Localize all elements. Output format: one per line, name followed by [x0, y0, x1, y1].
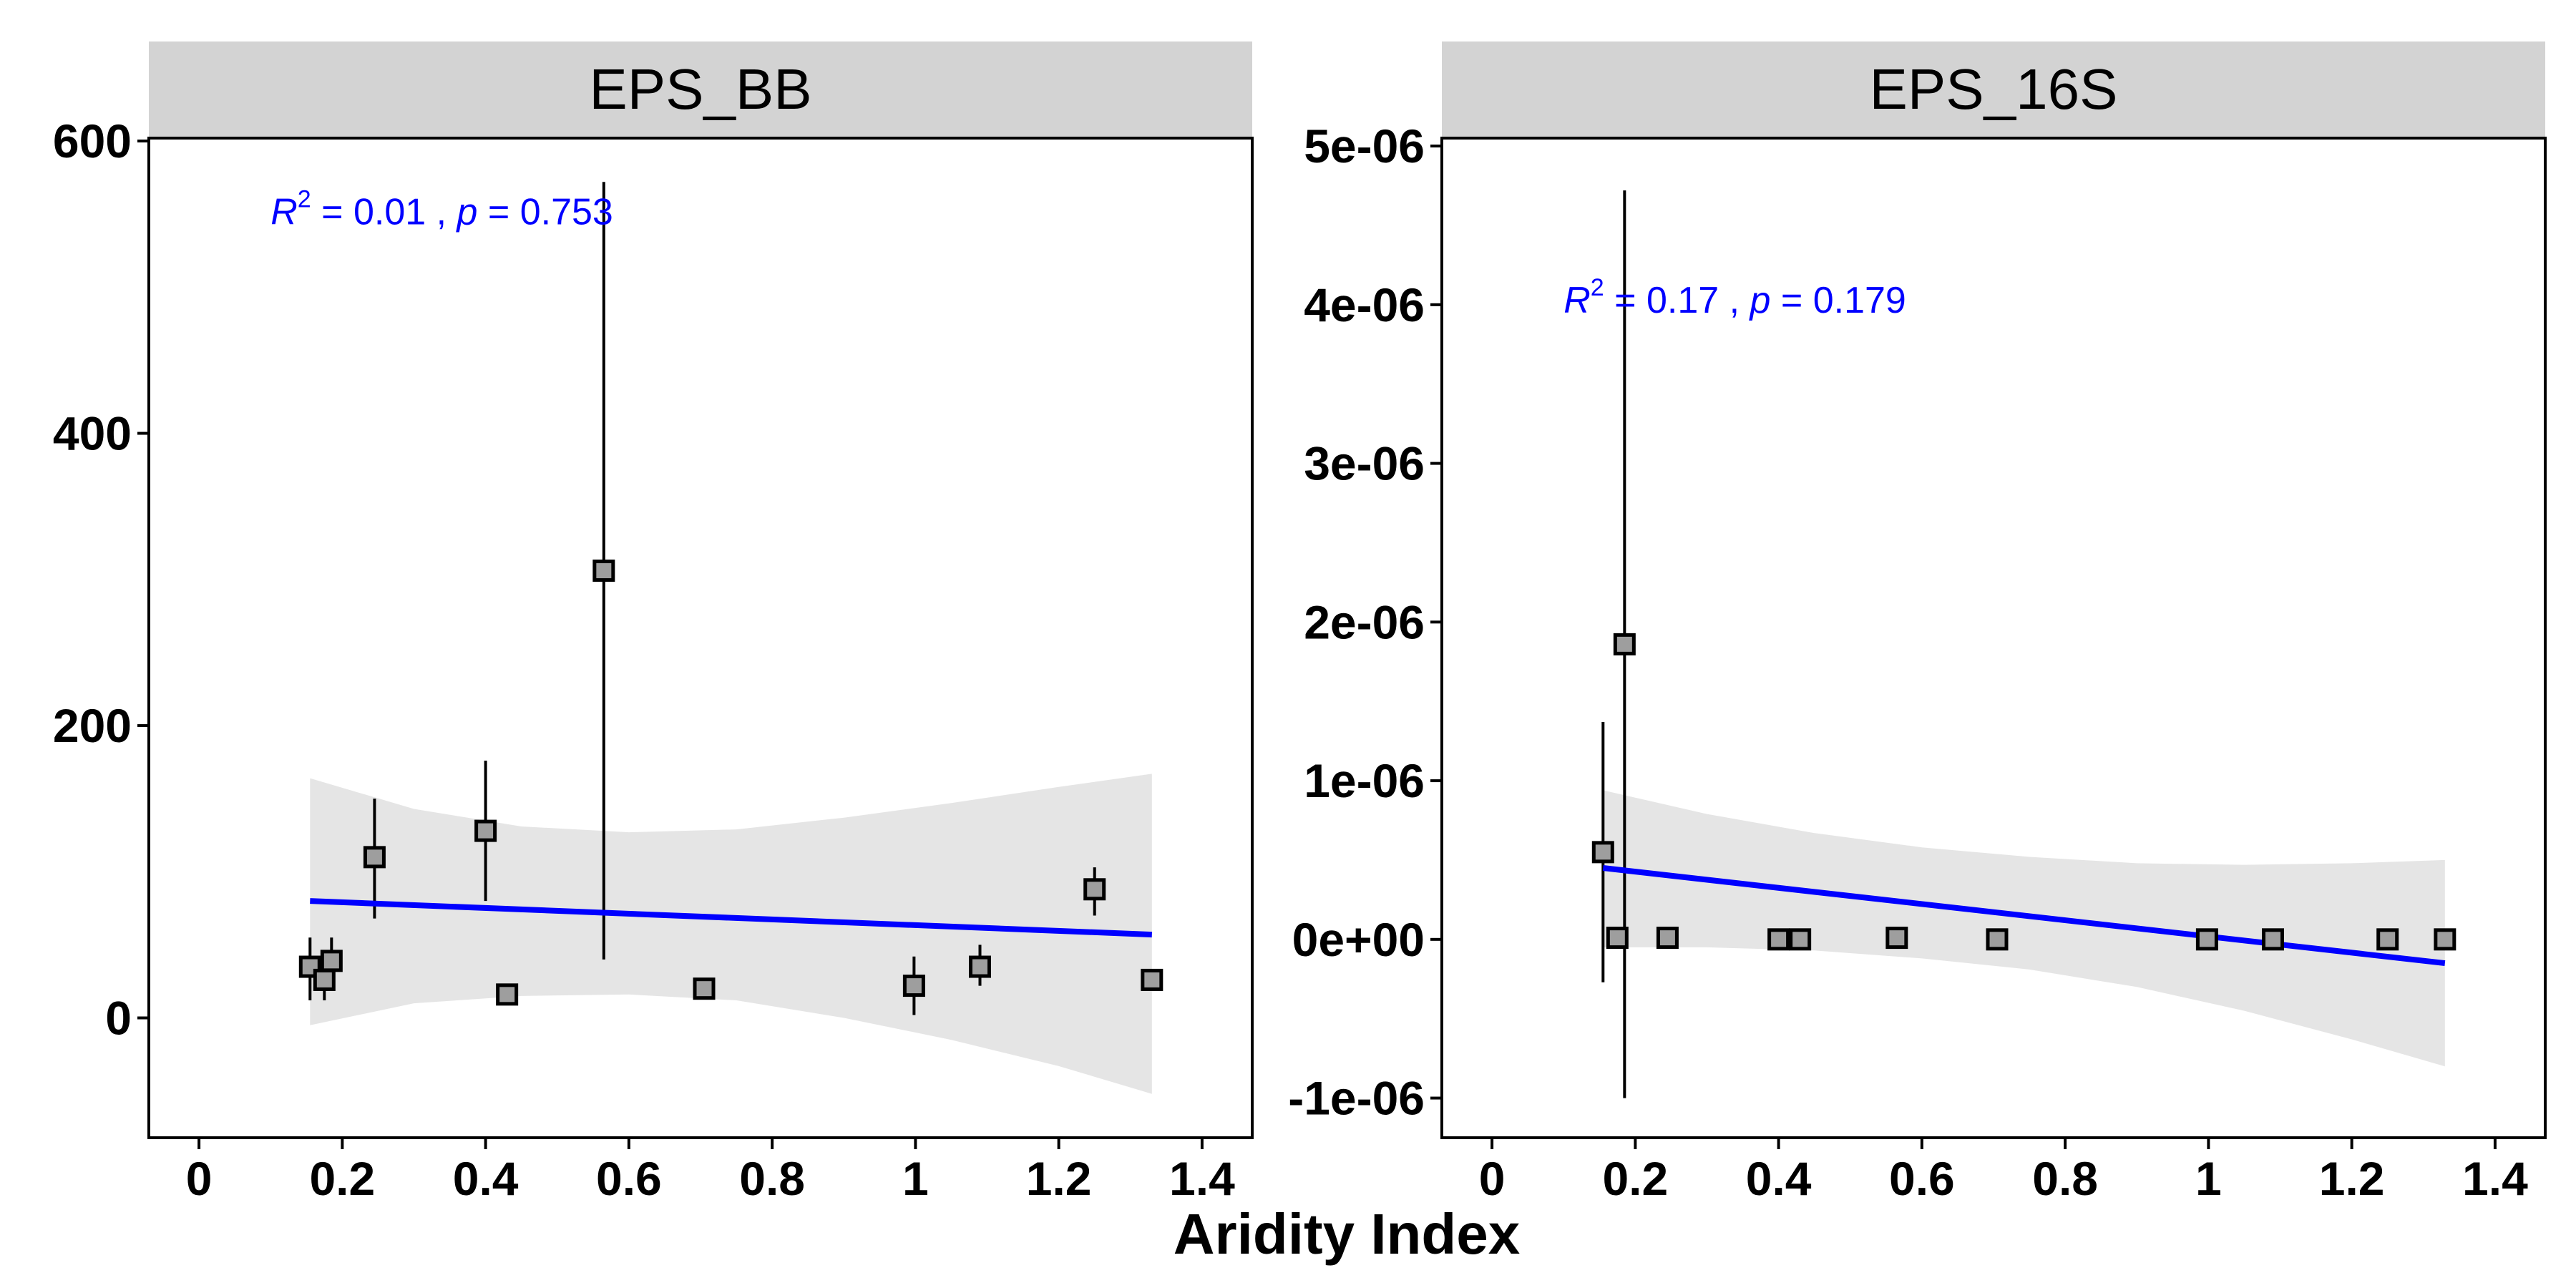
data-point-10: [2376, 928, 2399, 951]
fit-line: [1602, 865, 2446, 967]
panel-border: [1440, 137, 2547, 1139]
x-tick-label-5: 1: [2195, 1152, 2222, 1205]
data-point-1: [313, 968, 336, 991]
x-tick-label-6: 1.2: [1026, 1152, 1092, 1205]
annotation-r2-label: R: [270, 192, 298, 233]
annotation-p-value: = 0.179: [1770, 280, 1906, 321]
data-point-1: [1606, 927, 1629, 950]
y-tick-label-1: 0e+00: [1292, 913, 1425, 966]
panel-border: [147, 137, 1254, 1139]
y-tick-label-0: -1e-06: [1288, 1072, 1425, 1125]
x-tick-label-4: 0.8: [739, 1152, 805, 1205]
y-tick-label-3: 2e-06: [1304, 595, 1425, 648]
y-tick-label-0: 0: [105, 992, 132, 1045]
y-tick-label-4: 3e-06: [1304, 437, 1425, 490]
annotation-r2-value: = 0.01 ,: [311, 192, 457, 233]
annotation-p-label: p: [456, 192, 478, 233]
data-point-3: [363, 846, 386, 869]
y-tick-label-1: 200: [53, 699, 132, 752]
data-point-2: [320, 950, 343, 972]
y-tick-label-5: 4e-06: [1304, 278, 1425, 331]
annotation-r2-label: R: [1563, 280, 1591, 321]
panel-eps-16s: EPS_16S 0 0.2 0.4 0.6 0.8 1 1.2 1.4 -1e-06 0e+00 1e…: [1288, 42, 2547, 1205]
data-point-10: [1083, 878, 1106, 901]
regression-annotation: R2 = 0.01 , p = 0.753: [270, 186, 613, 233]
x-tick-label-3: 0.6: [596, 1152, 662, 1205]
confidence-band: [1603, 790, 2445, 1067]
fit-line: [310, 898, 1152, 938]
data-point-8: [2195, 928, 2218, 951]
data-point-9: [969, 955, 992, 978]
y-tick-label-2: 1e-06: [1304, 754, 1425, 807]
data-point-3: [1656, 927, 1679, 950]
data-point-6: [1885, 927, 1908, 950]
annotation-r2-sup: 2: [298, 186, 311, 213]
data-point-11: [2434, 928, 2457, 951]
y-tick-label-2: 400: [53, 407, 132, 460]
annotation-p-label: p: [1749, 280, 1771, 321]
x-tick-label-5: 1: [902, 1152, 929, 1205]
annotation-r2-value: = 0.17 ,: [1604, 280, 1750, 321]
data-point-9: [2262, 928, 2285, 951]
x-tick-label-4: 0.8: [2032, 1152, 2098, 1205]
y-tick-label-6: 5e-06: [1304, 119, 1425, 172]
x-tick-label-7: 1.4: [2462, 1152, 2528, 1205]
strip-background: [1442, 42, 2545, 138]
data-point-7: [693, 977, 716, 1000]
data-point-2: [1613, 633, 1636, 655]
x-tick-label-3: 0.6: [1889, 1152, 1955, 1205]
x-tick-label-6: 1.2: [2319, 1152, 2385, 1205]
data-point-11: [1141, 968, 1163, 991]
data-point-6: [592, 560, 615, 582]
strip-title: EPS_16S: [1870, 57, 2118, 121]
data-point-8: [902, 975, 925, 997]
data-point-0: [1591, 841, 1614, 864]
data-point-7: [1986, 928, 2009, 951]
x-tick-label-2: 0.4: [1746, 1152, 1812, 1205]
data-point-5: [496, 983, 519, 1006]
x-axis-title: Aridity Index: [1174, 1202, 1521, 1266]
y-tick-label-3: 600: [53, 114, 132, 167]
x-tick-label-2: 0.4: [453, 1152, 519, 1205]
strip-background: [149, 42, 1252, 138]
data-point-4: [1767, 928, 1790, 951]
x-tick-label-0: 0: [186, 1152, 213, 1205]
x-tick-label-0: 0: [1479, 1152, 1506, 1205]
confidence-band: [310, 774, 1152, 1094]
panel-eps-bb: EPS_BB 0 0.2 0.4 0.6 0.8 1 1.2 1.4 0 200 400 600 R2 =…: [53, 42, 1254, 1205]
x-tick-label-7: 1.4: [1169, 1152, 1235, 1205]
strip-title: EPS_BB: [589, 57, 811, 121]
x-tick-label-1: 0.2: [1602, 1152, 1668, 1205]
annotation-r2-sup: 2: [1591, 274, 1604, 301]
regression-annotation: R2 = 0.17 , p = 0.179: [1563, 274, 1906, 321]
data-point-5: [1789, 928, 1812, 951]
data-point-4: [474, 819, 497, 842]
annotation-p-value: = 0.753: [477, 192, 613, 233]
x-tick-label-1: 0.2: [309, 1152, 375, 1205]
